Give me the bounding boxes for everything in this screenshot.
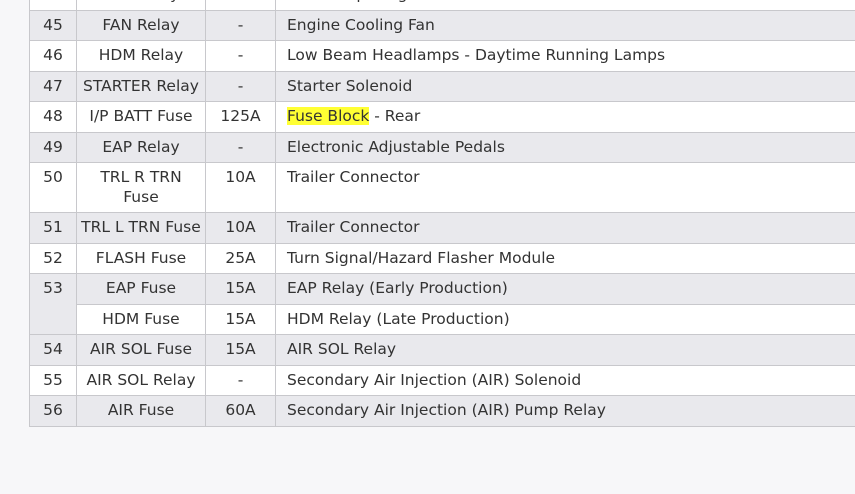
fuse-description: Secondary Air Injection (AIR) Solenoid	[275, 364, 855, 396]
fuse-name: AIR Fuse	[76, 395, 206, 427]
fuse-rating: 15A	[205, 273, 276, 305]
fuse-description: Fuse Block - Rear	[275, 101, 855, 133]
fuse-rating: -	[205, 40, 276, 72]
fuse-name: I/P BATT Fuse	[76, 101, 206, 133]
table-row: 47 STARTER Relay - Starter Solenoid	[29, 70, 855, 102]
fuse-number: 54	[29, 334, 77, 366]
table-row: 49 EAP Relay - Electronic Adjustable Ped…	[29, 131, 855, 163]
fuse-number: 50	[29, 162, 77, 213]
fuse-name: EAP Fuse	[76, 273, 206, 305]
fuse-table: 44 AFS Relay Headlamp - High Beam - Left…	[29, 0, 855, 427]
fuse-rating: 15A	[205, 334, 276, 366]
fuse-name: AIR SOL Fuse	[76, 334, 206, 366]
fuse-number: 47	[29, 70, 77, 102]
fuse-name: HDM Relay	[76, 40, 206, 72]
fuse-number: 48	[29, 101, 77, 133]
fuse-description: Trailer Connector	[275, 212, 855, 244]
fuse-description: Headlamp - High Beam - Left	[275, 0, 855, 11]
fuse-description: AIR SOL Relay	[275, 334, 855, 366]
fuse-description: Low Beam Headlamps - Daytime Running Lam…	[275, 40, 855, 72]
search-highlight: Fuse Block	[287, 107, 370, 125]
fuse-description: Electronic Adjustable Pedals	[275, 131, 855, 163]
fuse-number: 52	[29, 242, 77, 274]
fuse-name: FLASH Fuse	[76, 242, 206, 274]
fuse-name: AFS Relay	[76, 0, 206, 11]
fuse-number: 49	[29, 131, 77, 163]
fuse-number: 44	[29, 0, 77, 11]
fuse-rating: 10A	[205, 212, 276, 244]
fuse-rating: 10A	[205, 162, 276, 213]
fuse-number: 45	[29, 9, 77, 41]
fuse-name: AIR SOL Relay	[76, 364, 206, 396]
fuse-name: EAP Relay	[76, 131, 206, 163]
fuse-description: Turn Signal/Hazard Flasher Module	[275, 242, 855, 274]
table-row: 53 EAP Fuse 15A EAP Relay (Early Product…	[29, 273, 855, 335]
fuse-description: HDM Relay (Late Production)	[275, 303, 855, 335]
fuse-description: Trailer Connector	[275, 162, 855, 213]
fuse-number: 53	[29, 273, 77, 335]
fuse-rating: 60A	[205, 395, 276, 427]
table-row: 48 I/P BATT Fuse 125A Fuse Block - Rear	[29, 101, 855, 133]
table-row: 45 FAN Relay - Engine Cooling Fan	[29, 9, 855, 41]
table-row: 54 AIR SOL Fuse 15A AIR SOL Relay	[29, 334, 855, 366]
table-row: 44 AFS Relay Headlamp - High Beam - Left	[29, 0, 855, 11]
fuse-name: TRL L TRN Fuse	[76, 212, 206, 244]
table-row: 51 TRL L TRN Fuse 10A Trailer Connector	[29, 212, 855, 244]
fuse-number: 51	[29, 212, 77, 244]
fuse-name: FAN Relay	[76, 9, 206, 41]
table-row: 55 AIR SOL Relay - Secondary Air Injecti…	[29, 364, 855, 396]
fuse-rating: 125A	[205, 101, 276, 133]
fuse-rating: -	[205, 9, 276, 41]
fuse-description: EAP Relay (Early Production)	[275, 273, 855, 305]
fuse-rating: -	[205, 364, 276, 396]
table-row: 46 HDM Relay - Low Beam Headlamps - Dayt…	[29, 40, 855, 72]
fuse-table-container: 44 AFS Relay Headlamp - High Beam - Left…	[29, 0, 855, 427]
fuse-description: Secondary Air Injection (AIR) Pump Relay	[275, 395, 855, 427]
fuse-rating: 15A	[205, 303, 276, 335]
fuse-name: STARTER Relay	[76, 70, 206, 102]
table-row: HDM Fuse 15A HDM Relay (Late Production)	[30, 303, 855, 335]
fuse-number: 56	[29, 395, 77, 427]
fuse-rating: -	[205, 131, 276, 163]
table-row: 56 AIR Fuse 60A Secondary Air Injection …	[29, 395, 855, 427]
table-row: 52 FLASH Fuse 25A Turn Signal/Hazard Fla…	[29, 242, 855, 274]
fuse-rating	[205, 0, 276, 11]
fuse-rating: -	[205, 70, 276, 102]
fuse-number: 55	[29, 364, 77, 396]
fuse-name: HDM Fuse	[76, 303, 206, 335]
fuse-number: 46	[29, 40, 77, 72]
table-row: 50 TRL R TRN Fuse 10A Trailer Connector	[29, 162, 855, 213]
fuse-description: Engine Cooling Fan	[275, 9, 855, 41]
description-rest: - Rear	[369, 107, 421, 125]
fuse-name: TRL R TRN Fuse	[76, 162, 206, 213]
fuse-description: Starter Solenoid	[275, 70, 855, 102]
fuse-rating: 25A	[205, 242, 276, 274]
